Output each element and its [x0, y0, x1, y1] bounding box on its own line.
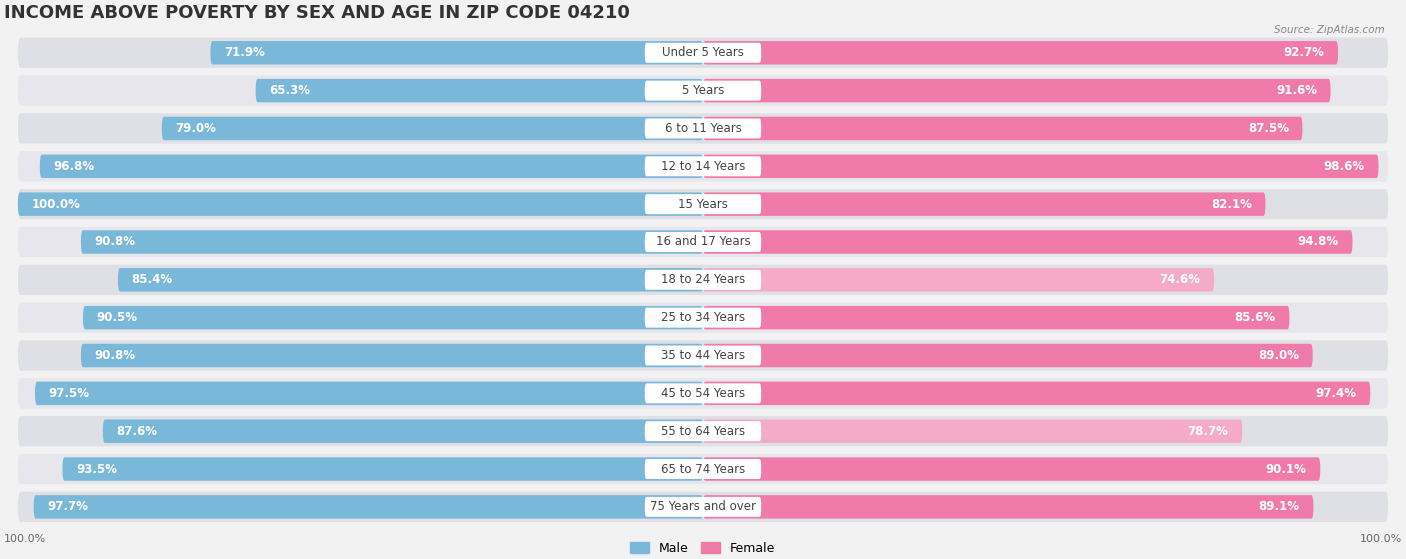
FancyBboxPatch shape	[256, 79, 703, 102]
FancyBboxPatch shape	[18, 378, 1388, 409]
FancyBboxPatch shape	[645, 307, 761, 328]
Text: 90.1%: 90.1%	[1265, 462, 1306, 476]
FancyBboxPatch shape	[703, 344, 1313, 367]
Text: Under 5 Years: Under 5 Years	[662, 46, 744, 59]
Legend: Male, Female: Male, Female	[626, 537, 780, 559]
FancyBboxPatch shape	[18, 75, 1388, 106]
Text: 45 to 54 Years: 45 to 54 Years	[661, 387, 745, 400]
FancyBboxPatch shape	[645, 232, 761, 252]
FancyBboxPatch shape	[703, 41, 1339, 64]
FancyBboxPatch shape	[703, 155, 1378, 178]
Text: 89.0%: 89.0%	[1258, 349, 1299, 362]
Text: 75 Years and over: 75 Years and over	[650, 500, 756, 513]
FancyBboxPatch shape	[35, 382, 703, 405]
Text: 85.4%: 85.4%	[132, 273, 173, 286]
Text: 90.8%: 90.8%	[94, 349, 135, 362]
Text: 79.0%: 79.0%	[176, 122, 217, 135]
FancyBboxPatch shape	[18, 227, 1388, 257]
Text: 25 to 34 Years: 25 to 34 Years	[661, 311, 745, 324]
Text: 90.8%: 90.8%	[94, 235, 135, 249]
FancyBboxPatch shape	[645, 383, 761, 404]
FancyBboxPatch shape	[18, 340, 1388, 371]
Text: 100.0%: 100.0%	[31, 198, 80, 211]
FancyBboxPatch shape	[703, 495, 1313, 519]
Text: 98.6%: 98.6%	[1323, 160, 1365, 173]
FancyBboxPatch shape	[118, 268, 703, 292]
Text: 5 Years: 5 Years	[682, 84, 724, 97]
FancyBboxPatch shape	[62, 457, 703, 481]
Text: 18 to 24 Years: 18 to 24 Years	[661, 273, 745, 286]
Text: 93.5%: 93.5%	[76, 462, 117, 476]
FancyBboxPatch shape	[645, 459, 761, 479]
Text: 12 to 14 Years: 12 to 14 Years	[661, 160, 745, 173]
Text: 100.0%: 100.0%	[1360, 534, 1402, 544]
FancyBboxPatch shape	[703, 117, 1302, 140]
FancyBboxPatch shape	[703, 268, 1215, 292]
FancyBboxPatch shape	[645, 157, 761, 176]
Text: 92.7%: 92.7%	[1284, 46, 1324, 59]
Text: 90.5%: 90.5%	[97, 311, 138, 324]
FancyBboxPatch shape	[82, 344, 703, 367]
FancyBboxPatch shape	[645, 421, 761, 441]
Text: Source: ZipAtlas.com: Source: ZipAtlas.com	[1274, 25, 1385, 35]
FancyBboxPatch shape	[162, 117, 703, 140]
FancyBboxPatch shape	[645, 270, 761, 290]
Text: 96.8%: 96.8%	[53, 160, 94, 173]
FancyBboxPatch shape	[703, 457, 1320, 481]
Text: 89.1%: 89.1%	[1258, 500, 1299, 513]
FancyBboxPatch shape	[645, 43, 761, 63]
FancyBboxPatch shape	[18, 192, 703, 216]
Text: 97.5%: 97.5%	[49, 387, 90, 400]
FancyBboxPatch shape	[645, 345, 761, 366]
Text: 65.3%: 65.3%	[270, 84, 311, 97]
Text: 6 to 11 Years: 6 to 11 Years	[665, 122, 741, 135]
FancyBboxPatch shape	[82, 230, 703, 254]
Text: 91.6%: 91.6%	[1275, 84, 1317, 97]
FancyBboxPatch shape	[703, 79, 1330, 102]
Text: 16 and 17 Years: 16 and 17 Years	[655, 235, 751, 249]
FancyBboxPatch shape	[18, 151, 1388, 182]
Text: 87.5%: 87.5%	[1247, 122, 1289, 135]
FancyBboxPatch shape	[103, 419, 703, 443]
FancyBboxPatch shape	[703, 382, 1371, 405]
Text: INCOME ABOVE POVERTY BY SEX AND AGE IN ZIP CODE 04210: INCOME ABOVE POVERTY BY SEX AND AGE IN Z…	[4, 4, 630, 22]
FancyBboxPatch shape	[211, 41, 703, 64]
Text: 15 Years: 15 Years	[678, 198, 728, 211]
FancyBboxPatch shape	[703, 230, 1353, 254]
Text: 74.6%: 74.6%	[1160, 273, 1201, 286]
Text: 85.6%: 85.6%	[1234, 311, 1275, 324]
FancyBboxPatch shape	[703, 306, 1289, 329]
FancyBboxPatch shape	[703, 192, 1265, 216]
FancyBboxPatch shape	[645, 119, 761, 139]
Text: 87.6%: 87.6%	[117, 425, 157, 438]
FancyBboxPatch shape	[18, 37, 1388, 68]
FancyBboxPatch shape	[703, 419, 1241, 443]
FancyBboxPatch shape	[645, 80, 761, 101]
Text: 35 to 44 Years: 35 to 44 Years	[661, 349, 745, 362]
FancyBboxPatch shape	[39, 155, 703, 178]
FancyBboxPatch shape	[18, 302, 1388, 333]
Text: 65 to 74 Years: 65 to 74 Years	[661, 462, 745, 476]
FancyBboxPatch shape	[18, 454, 1388, 484]
Text: 55 to 64 Years: 55 to 64 Years	[661, 425, 745, 438]
Text: 71.9%: 71.9%	[224, 46, 264, 59]
FancyBboxPatch shape	[18, 492, 1388, 522]
FancyBboxPatch shape	[645, 497, 761, 517]
Text: 97.4%: 97.4%	[1316, 387, 1357, 400]
Text: 100.0%: 100.0%	[4, 534, 46, 544]
Text: 94.8%: 94.8%	[1298, 235, 1339, 249]
FancyBboxPatch shape	[83, 306, 703, 329]
FancyBboxPatch shape	[645, 194, 761, 214]
Text: 78.7%: 78.7%	[1188, 425, 1229, 438]
FancyBboxPatch shape	[18, 416, 1388, 446]
FancyBboxPatch shape	[18, 113, 1388, 144]
FancyBboxPatch shape	[34, 495, 703, 519]
FancyBboxPatch shape	[18, 189, 1388, 219]
Text: 82.1%: 82.1%	[1211, 198, 1251, 211]
FancyBboxPatch shape	[18, 265, 1388, 295]
Text: 97.7%: 97.7%	[48, 500, 89, 513]
